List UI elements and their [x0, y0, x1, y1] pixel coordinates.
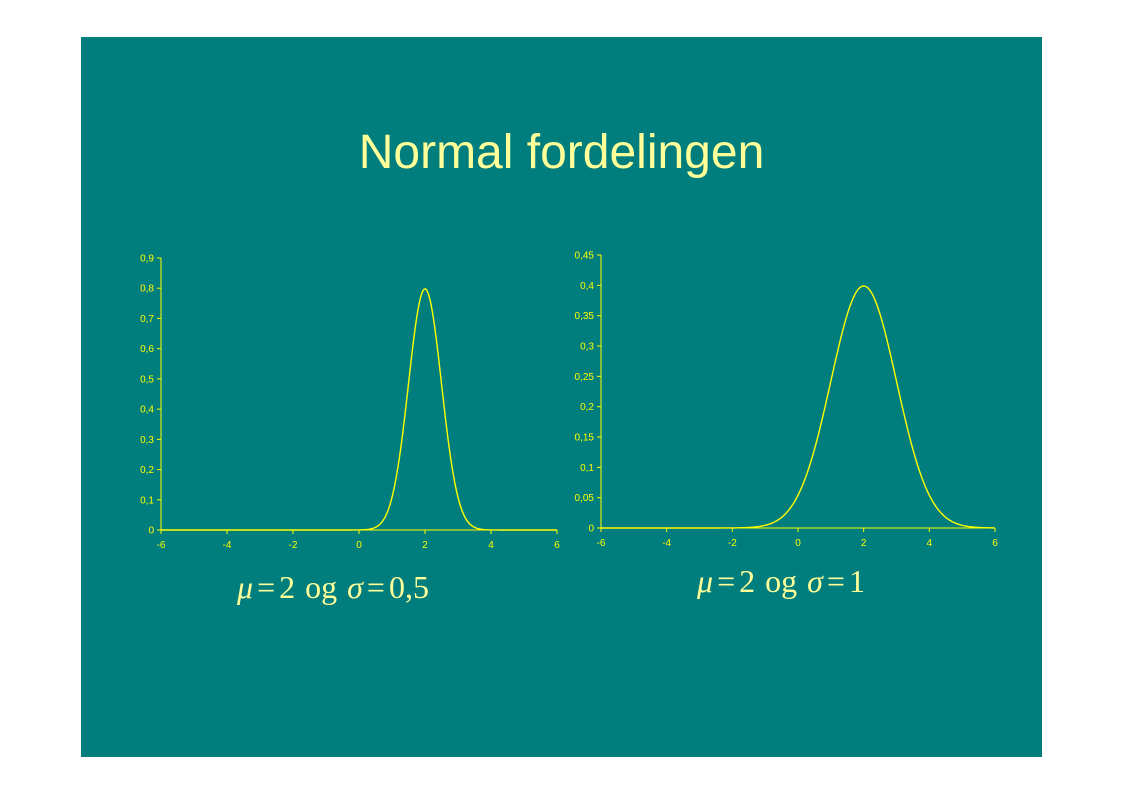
y-tick-label: 0	[588, 524, 594, 535]
y-tick-label: 0,3	[140, 435, 154, 446]
x-tick-label: -4	[662, 538, 671, 549]
y-tick-label: 0,5	[140, 374, 154, 385]
x-tick-label: 4	[927, 538, 933, 549]
equals-sign: =	[717, 563, 736, 599]
y-tick-label: 0,35	[575, 311, 595, 322]
y-tick-label: 0,15	[575, 433, 595, 444]
equals-sign: =	[366, 569, 385, 605]
y-tick-label: 0,8	[140, 284, 154, 295]
og-word: og	[305, 569, 338, 605]
x-tick-label: 6	[992, 538, 998, 549]
x-tick-label: 6	[554, 540, 560, 551]
x-tick-label: 2	[422, 540, 428, 551]
equals-sign: =	[257, 569, 276, 605]
x-tick-label: 0	[795, 538, 801, 549]
x-tick-label: 2	[861, 538, 867, 549]
chart-normal-sigma-0-5: 0 0,1 0,2 0,3 0,4 0,5 0,6 0,7 0,8 0,9 -6 -4 -2 0 2 4 6	[140, 254, 560, 552]
mu-value: 2	[279, 569, 296, 605]
og-word: og	[765, 563, 798, 599]
sigma-symbol: σ	[347, 569, 363, 605]
y-tick-label: 0,2	[140, 465, 154, 476]
y-tick-label: 0,05	[575, 493, 595, 504]
normal-curve-line	[601, 285, 996, 529]
y-tick-label: 0,9	[140, 254, 154, 265]
x-tick-label: -2	[289, 540, 298, 551]
x-tick-label: -6	[597, 538, 606, 549]
y-tick-label: 0,4	[580, 281, 594, 292]
sigma-value: 1	[848, 563, 865, 599]
normal-curve-line	[161, 288, 557, 531]
y-tick-label: 0,1	[580, 463, 594, 474]
y-tick-label: 0,1	[140, 495, 154, 506]
y-tick-label: 0,45	[575, 251, 595, 262]
x-tick-label: -4	[223, 540, 232, 551]
equals-sign: =	[826, 563, 845, 599]
chart-normal-sigma-1: 0 0,05 0,1 0,15 0,2 0,25 0,3 0,35 0,4 0,45 -6 -4 -2 0…	[575, 251, 999, 550]
y-tick-label: 0,25	[575, 372, 595, 383]
y-tick-label: 0	[148, 526, 154, 537]
mu-symbol: μ	[237, 569, 254, 605]
slide-background: Normal fordelingen	[81, 37, 1042, 757]
y-tick-label: 0,4	[140, 405, 154, 416]
mu-symbol: μ	[697, 563, 714, 599]
y-tick-label: 0,3	[580, 342, 594, 353]
formula-mu-sigma-0-5: μ = 2 og σ = 0,5	[237, 571, 429, 603]
y-tick-label: 0,2	[580, 402, 594, 413]
x-tick-label: -6	[157, 540, 166, 551]
y-tick-label: 0,7	[140, 314, 154, 325]
mu-value: 2	[739, 563, 756, 599]
sigma-symbol: σ	[807, 563, 823, 599]
x-tick-label: -2	[728, 538, 737, 549]
x-tick-label: 0	[356, 540, 362, 551]
y-tick-label: 0,6	[140, 344, 154, 355]
x-tick-label: 4	[488, 540, 494, 551]
sigma-value: 0,5	[388, 569, 429, 605]
slide-title: Normal fordelingen	[358, 126, 765, 179]
formula-mu-sigma-1: μ = 2 og σ = 1	[697, 565, 865, 597]
